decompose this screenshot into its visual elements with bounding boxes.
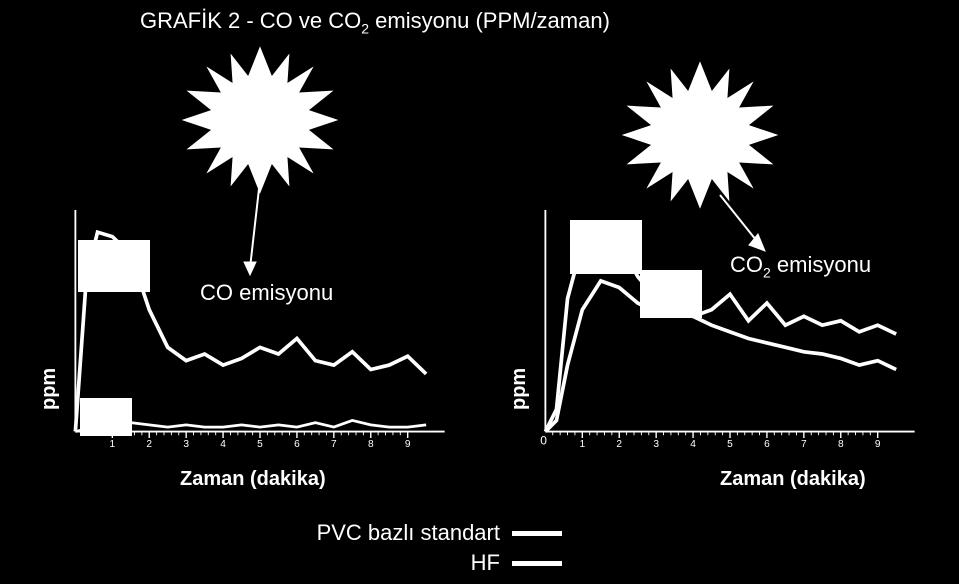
svg-text:0: 0 [540,433,547,447]
chart-right: ppm Zaman (dakika) 1 2 3 4 5 6 7 8 9 0 [490,210,940,490]
svg-text:5: 5 [257,439,263,450]
svg-text:5: 5 [727,439,733,450]
y-axis-label-left: ppm [38,368,61,410]
white-box-left-1 [78,240,150,292]
svg-text:6: 6 [764,439,770,450]
x-ticks-right: 1 2 3 4 5 6 7 8 9 [553,432,881,451]
legend-swatch-pvc [512,531,562,536]
svg-text:3: 3 [183,439,189,450]
legend-label-hf: HF [300,550,500,576]
x-axis-label-left: Zaman (dakika) [180,468,326,491]
legend-item-pvc: PVC bazlı standart [300,520,562,546]
white-box-right-1 [570,220,642,274]
chart-left: ppm Zaman (dakika) 1 2 3 4 5 6 7 8 9 [20,210,460,490]
svg-text:7: 7 [331,439,337,450]
white-box-right-2 [640,270,702,318]
legend: PVC bazlı standart HF [300,520,562,580]
svg-text:9: 9 [405,439,411,450]
legend-swatch-hf [512,561,562,566]
svg-text:1: 1 [579,439,585,450]
legend-item-hf: HF [300,550,562,576]
svg-text:4: 4 [690,439,696,450]
svg-text:2: 2 [146,439,152,450]
svg-text:6: 6 [294,439,300,450]
svg-text:9: 9 [875,439,881,450]
svg-text:8: 8 [368,439,374,450]
x-axis-label-right: Zaman (dakika) [720,468,866,491]
legend-label-pvc: PVC bazlı standart [300,520,500,546]
svg-text:2: 2 [616,439,622,450]
svg-text:8: 8 [838,439,844,450]
svg-text:7: 7 [801,439,807,450]
white-box-left-2 [80,398,132,436]
svg-text:1: 1 [109,439,115,450]
svg-text:4: 4 [220,439,226,450]
svg-text:3: 3 [653,439,659,450]
y-axis-label-right: ppm [508,368,531,410]
